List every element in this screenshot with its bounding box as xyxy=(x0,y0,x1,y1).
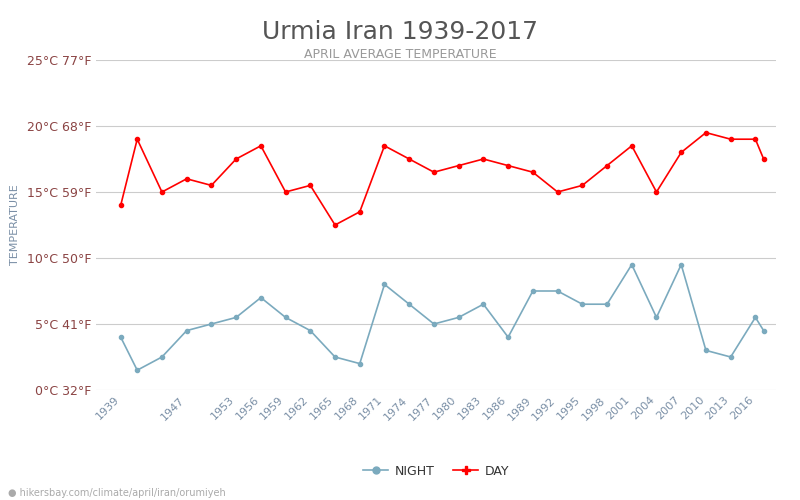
Text: Urmia Iran 1939-2017: Urmia Iran 1939-2017 xyxy=(262,20,538,44)
Y-axis label: TEMPERATURE: TEMPERATURE xyxy=(10,184,20,266)
Text: APRIL AVERAGE TEMPERATURE: APRIL AVERAGE TEMPERATURE xyxy=(304,48,496,60)
Text: ● hikersbay.com/climate/april/iran/orumiyeh: ● hikersbay.com/climate/april/iran/orumi… xyxy=(8,488,226,498)
Legend: NIGHT, DAY: NIGHT, DAY xyxy=(358,460,514,483)
